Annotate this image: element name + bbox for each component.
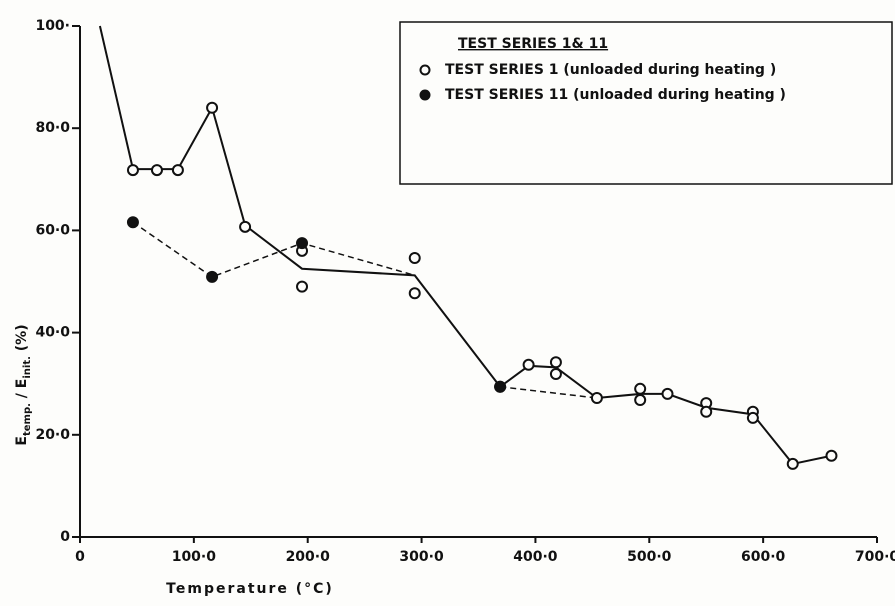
x-axis-label: Temperature (°C) xyxy=(166,581,334,597)
point xyxy=(126,164,139,177)
x-tick-label: 400·0 xyxy=(513,549,558,565)
legend-title: TEST SERIES 1& 11 xyxy=(458,36,608,52)
y-label-part: E xyxy=(14,436,30,446)
point xyxy=(296,237,309,250)
trend-line xyxy=(132,221,597,399)
point xyxy=(296,280,309,293)
point xyxy=(549,356,562,369)
point xyxy=(150,164,163,177)
point xyxy=(549,367,562,380)
legend-label: TEST SERIES 11 (unloaded during heating … xyxy=(445,87,786,103)
legend-marker xyxy=(419,89,431,101)
y-axis-label: Etemp. / Einit. (%) xyxy=(14,324,33,445)
y-label-part: (%) xyxy=(14,324,30,356)
point xyxy=(126,216,139,229)
y-tick-label: 60·0 xyxy=(35,222,70,238)
x-tick-label: 500·0 xyxy=(627,549,672,565)
point xyxy=(522,358,535,371)
y-label-part: init. xyxy=(22,356,33,379)
point xyxy=(408,251,421,264)
y-tick-label: 0 xyxy=(60,529,70,545)
point xyxy=(206,270,219,283)
point xyxy=(746,411,759,424)
point xyxy=(408,287,421,300)
point xyxy=(825,449,838,462)
point xyxy=(786,457,799,470)
y-tick-label: 100· xyxy=(35,18,70,34)
y-tick-label: 80·0 xyxy=(35,120,70,136)
point xyxy=(494,380,507,393)
legend-label: TEST SERIES 1 (unloaded during heating ) xyxy=(445,62,776,78)
point xyxy=(634,382,647,395)
x-tick-label: 100·0 xyxy=(172,549,217,565)
point xyxy=(661,387,674,400)
point xyxy=(634,394,647,407)
y-tick-label: 40·0 xyxy=(35,325,70,341)
point xyxy=(239,220,252,233)
x-tick-label: 600·0 xyxy=(741,549,786,565)
point xyxy=(590,392,603,405)
x-tick-label: 0 xyxy=(75,549,85,565)
y-tick-label: 20·0 xyxy=(35,427,70,443)
x-tick-label: 200·0 xyxy=(286,549,331,565)
legend-marker xyxy=(419,64,431,76)
x-tick-label: 700·0 xyxy=(855,549,895,565)
point xyxy=(700,405,713,418)
legend-box xyxy=(399,21,893,185)
point xyxy=(171,164,184,177)
y-label-part: / E xyxy=(14,379,30,403)
x-tick-label: 300·0 xyxy=(399,549,444,565)
y-label-part: temp. xyxy=(22,403,33,436)
point xyxy=(206,101,219,114)
